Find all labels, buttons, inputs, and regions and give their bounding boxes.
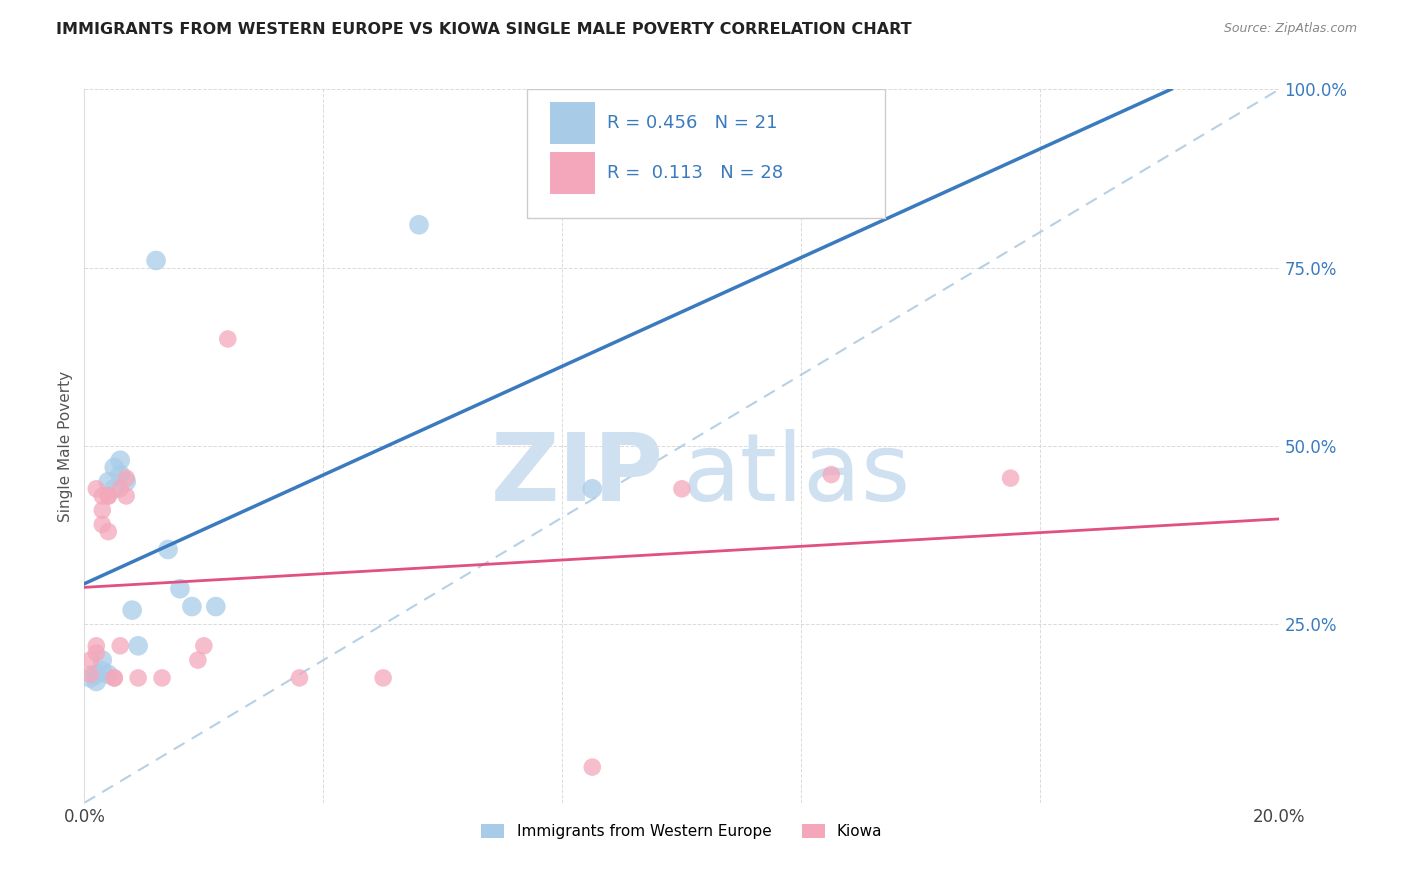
Point [181,599,204,614]
Point [110,453,132,467]
Point [127,639,149,653]
Point [581,482,603,496]
Text: atlas: atlas [682,428,910,521]
Point [86,667,108,681]
Point [217,332,239,346]
Point [97,489,120,503]
Point [127,671,149,685]
Point [288,671,311,685]
Text: Source: ZipAtlas.com: Source: ZipAtlas.com [1223,22,1357,36]
FancyBboxPatch shape [527,89,886,218]
Point [103,460,125,475]
Point [79,667,101,681]
Point [145,253,167,268]
Point [97,524,120,539]
Text: ZIP: ZIP [491,428,664,521]
Point [205,599,228,614]
Point [408,218,430,232]
FancyBboxPatch shape [551,152,595,194]
Point [86,639,108,653]
Point [79,671,101,685]
Point [671,482,693,496]
FancyBboxPatch shape [551,102,595,145]
Point [121,603,143,617]
Point [373,671,395,685]
Point [110,639,132,653]
Point [103,482,125,496]
Point [97,667,120,681]
Point [91,653,114,667]
Point [97,475,120,489]
Point [103,671,125,685]
Point [86,674,108,689]
Point [86,646,108,660]
Point [110,467,132,482]
Point [91,517,114,532]
Point [157,542,180,557]
Point [581,760,603,774]
Point [91,489,114,503]
Point [103,671,125,685]
Point [91,503,114,517]
Point [110,482,132,496]
Point [91,664,114,678]
Point [193,639,215,653]
Point [86,482,108,496]
Point [97,489,120,503]
Legend: Immigrants from Western Europe, Kiowa: Immigrants from Western Europe, Kiowa [475,818,889,845]
Point [79,653,101,667]
Point [150,671,173,685]
Text: R = 0.456   N = 21: R = 0.456 N = 21 [606,114,778,132]
Text: IMMIGRANTS FROM WESTERN EUROPE VS KIOWA SINGLE MALE POVERTY CORRELATION CHART: IMMIGRANTS FROM WESTERN EUROPE VS KIOWA … [56,22,912,37]
Point [187,653,209,667]
Point [169,582,191,596]
Text: R =  0.113   N = 28: R = 0.113 N = 28 [606,164,783,182]
Point [1000,471,1022,485]
Point [115,475,138,489]
Point [115,471,138,485]
Point [820,467,842,482]
Y-axis label: Single Male Poverty: Single Male Poverty [58,370,73,522]
Point [115,489,138,503]
